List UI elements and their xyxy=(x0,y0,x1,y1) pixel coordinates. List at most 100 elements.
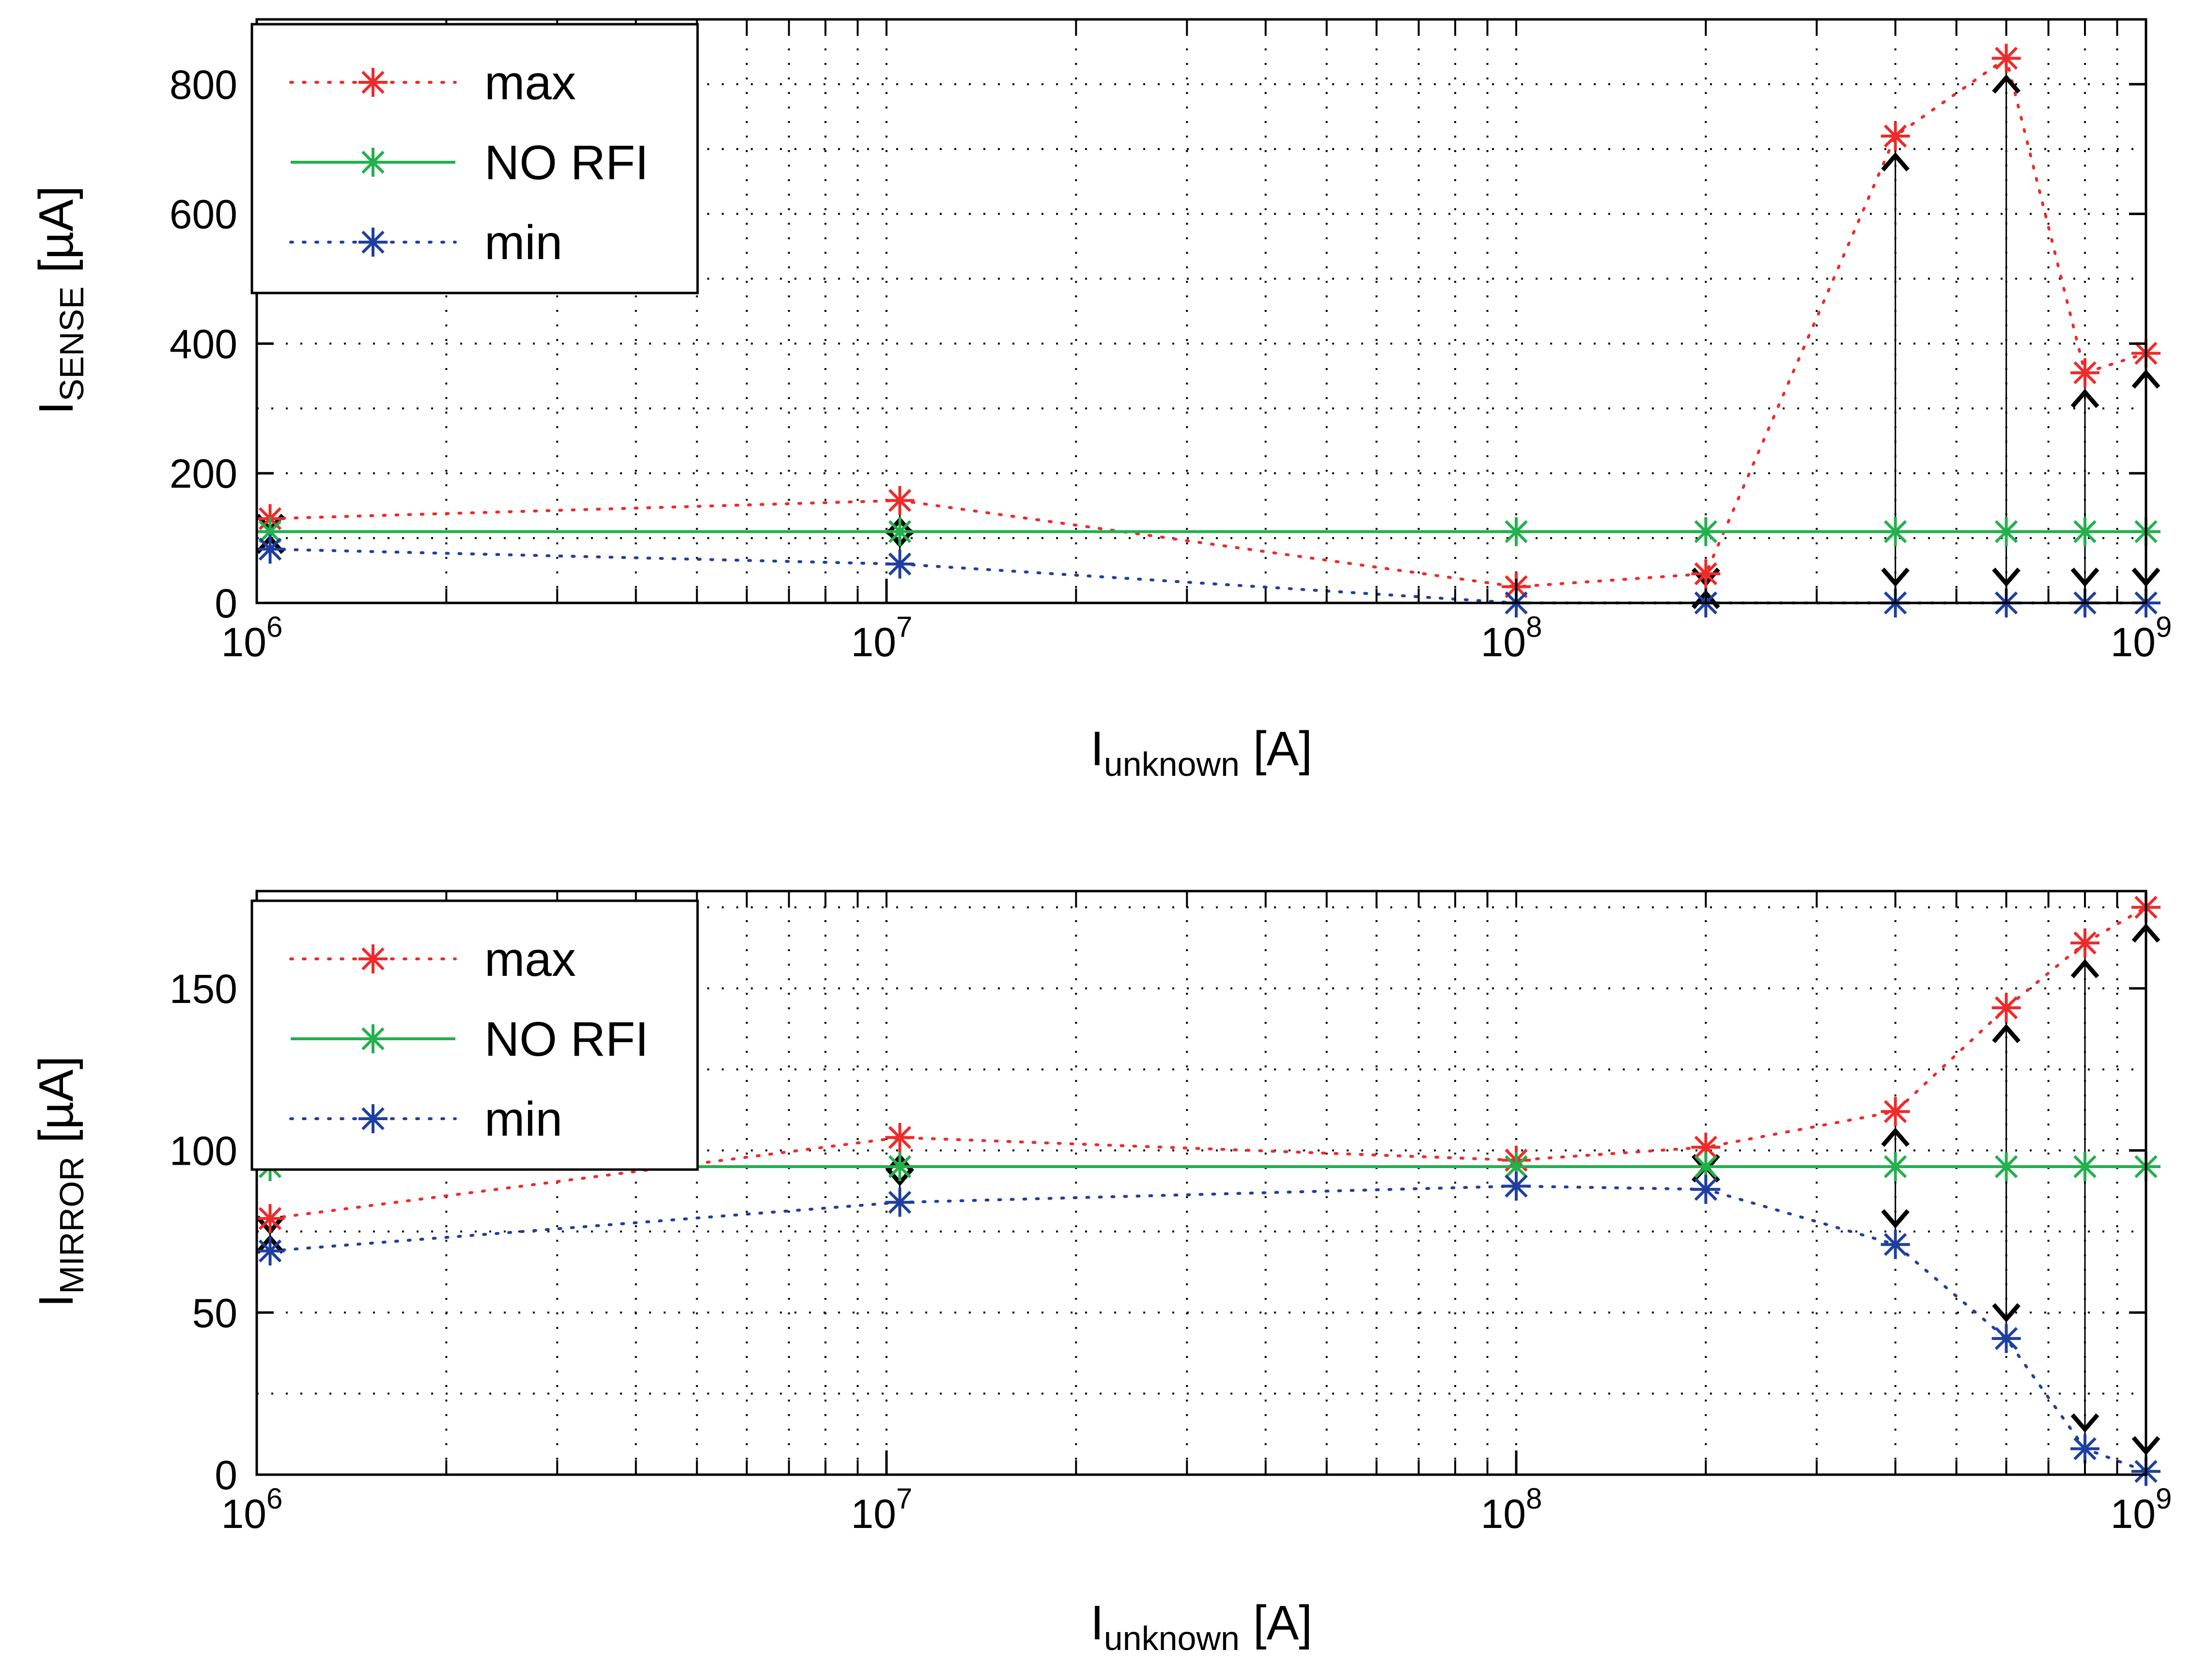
x-tick-label: 109 xyxy=(2111,611,2172,665)
tick-labels: 106 107 108 109 0 200 400 600 800 xyxy=(170,62,2172,665)
marker-max-d2 xyxy=(888,1126,912,1149)
legend-box xyxy=(250,899,699,1171)
y-tick-label: 400 xyxy=(170,321,237,367)
marker-no-rfi-d2 xyxy=(2073,520,2097,543)
marker-min-d2 xyxy=(1994,1327,2018,1350)
marker-no-rfi xyxy=(1502,1152,1531,1182)
range-arrow-up xyxy=(1992,74,2021,94)
marker-min xyxy=(1991,1324,2021,1353)
y-axis-label: IMIRROR [µA] xyxy=(29,1056,91,1307)
marker-max-d2 xyxy=(1694,1136,1718,1159)
x-tick-label: 107 xyxy=(851,1482,913,1537)
marker-no-rfi xyxy=(1881,1152,1910,1182)
legend-box xyxy=(250,23,699,294)
y-tick-label: 800 xyxy=(170,62,237,108)
range-arrow-up xyxy=(1992,1024,2021,1043)
marker-min-d2 xyxy=(1883,1233,1907,1256)
marker-max xyxy=(1991,993,2021,1022)
x-axis-label: Iunknown [A] xyxy=(1090,1596,1312,1657)
legend-marker-min xyxy=(358,1104,388,1133)
marker-max-d2 xyxy=(1883,124,1907,148)
marker-min-d2 xyxy=(2073,1437,2097,1461)
marker-no-rfi-d2 xyxy=(1883,520,1907,543)
legend-marker-max xyxy=(358,944,388,973)
plot-frame xyxy=(255,890,2147,1476)
series-line-min xyxy=(268,1185,2147,1473)
marker-max xyxy=(885,486,915,515)
legend-label: min xyxy=(484,216,562,270)
marker-max-d2 xyxy=(1994,46,2018,70)
y-tick-label: 100 xyxy=(170,1128,237,1174)
marker-min xyxy=(885,549,915,579)
legend: max NO RFI min xyxy=(250,23,699,294)
legend-marker-max-d2 xyxy=(361,71,385,94)
marker-min-d2 xyxy=(258,538,282,561)
y-tick-label: 200 xyxy=(170,451,237,496)
x-tick-label: 108 xyxy=(1481,1482,1542,1537)
marker-max xyxy=(1691,559,1721,588)
marker-no-rfi-d2 xyxy=(258,520,282,543)
range-arrow-down xyxy=(1992,568,2021,587)
x-tick-label: 106 xyxy=(221,611,283,665)
marker-no-rfi-d2 xyxy=(2073,1155,2097,1178)
range-arrow-up xyxy=(1881,152,1910,171)
marker-min xyxy=(885,1187,915,1217)
range-arrow-up xyxy=(2070,388,2099,408)
marker-max-d2 xyxy=(1994,996,2018,1019)
legend-label: max xyxy=(484,56,576,110)
legend-items: max NO RFI min xyxy=(289,932,649,1146)
x-axis-label: Iunknown [A] xyxy=(1090,722,1312,783)
marker-no-rfi-d2 xyxy=(888,520,912,543)
range-arrow-up xyxy=(1881,1127,1910,1147)
y-axis-label: ISENSE [µA] xyxy=(29,186,91,415)
legend-marker-max xyxy=(358,68,388,97)
marker-no-rfi xyxy=(1881,517,1910,546)
range-arrow-down xyxy=(2070,568,2099,587)
y-tick-label: 150 xyxy=(170,966,237,1012)
marker-max-d2 xyxy=(2073,361,2097,385)
marker-no-rfi xyxy=(885,517,915,546)
legend-marker-no-rfi-d2 xyxy=(361,151,385,174)
legend-marker-no-rfi xyxy=(358,148,388,177)
marker-max xyxy=(1881,1097,1910,1126)
marker-min xyxy=(255,534,285,564)
legend-marker-no-rfi xyxy=(358,1024,388,1053)
legend-marker-min-d2 xyxy=(361,1107,385,1130)
series-line-max xyxy=(268,906,2147,1220)
chart-panel-mirror: 106 107 108 109 0 50 100 150 max NO RFI min IMIRR… xyxy=(29,890,2172,1657)
legend-label: max xyxy=(484,932,576,986)
y-tick-label: 50 xyxy=(192,1290,237,1336)
range-arrow-down xyxy=(1992,1303,2021,1323)
marker-no-rfi xyxy=(1991,1152,2021,1182)
marker-no-rfi-d2 xyxy=(1694,1155,1718,1178)
marker-no-rfi xyxy=(1502,517,1531,546)
marker-max-d2 xyxy=(1694,562,1718,586)
legend-label: NO RFI xyxy=(484,136,649,190)
marker-no-rfi xyxy=(1991,517,2021,546)
y-tick-label: 0 xyxy=(215,581,237,626)
series-line-max xyxy=(268,56,2147,588)
legend-marker-no-rfi-d2 xyxy=(361,1027,385,1050)
marker-no-rfi xyxy=(2070,1152,2100,1182)
marker-max xyxy=(1991,44,2021,73)
plot-frame xyxy=(255,18,2147,604)
marker-max xyxy=(885,1123,915,1152)
legend-marker-min xyxy=(358,228,388,257)
marker-no-rfi xyxy=(885,1152,915,1182)
y-tick-label: 0 xyxy=(215,1452,237,1498)
legend-items: max NO RFI min xyxy=(289,56,649,270)
marker-no-rfi xyxy=(1691,517,1721,546)
marker-max xyxy=(1881,122,1910,151)
marker-min-d2 xyxy=(888,552,912,576)
x-tick-label: 107 xyxy=(851,611,913,665)
marker-no-rfi-d2 xyxy=(1883,1155,1907,1178)
marker-min xyxy=(1881,1230,1910,1259)
marker-no-rfi xyxy=(2070,517,2100,546)
tick-labels: 106 107 108 109 0 50 100 150 xyxy=(170,966,2172,1537)
legend-label: NO RFI xyxy=(484,1012,649,1066)
marker-no-rfi-d2 xyxy=(1694,520,1718,543)
marker-no-rfi-d2 xyxy=(888,1155,912,1178)
marker-min-d2 xyxy=(1694,1178,1718,1201)
marker-max xyxy=(2070,928,2100,958)
